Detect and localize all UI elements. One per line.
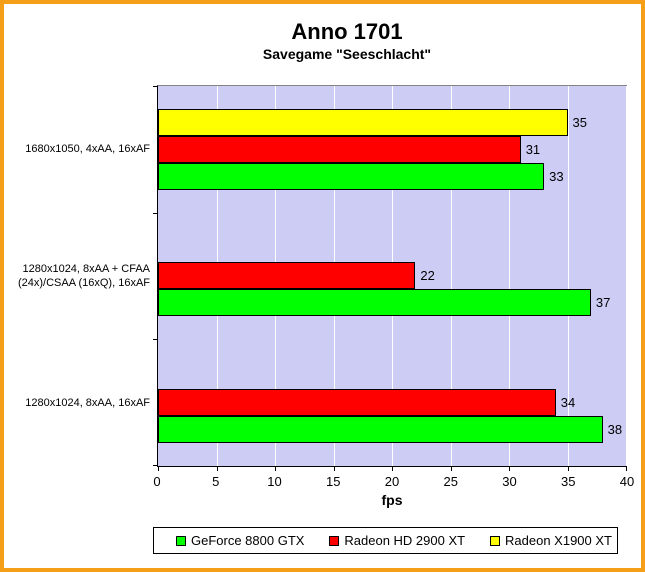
x-axis-label: fps	[381, 492, 403, 508]
category-label: 1280x1024, 8xAA + CFAA (24x)/CSAA (16xQ)…	[10, 212, 150, 339]
bar-slot	[158, 362, 626, 389]
category-label: 1680x1050, 4xAA, 16xAF	[10, 85, 150, 212]
legend-label: Radeon X1900 XT	[505, 533, 612, 548]
x-axis-tick	[275, 466, 276, 471]
x-tick-label: 40	[619, 474, 635, 489]
bar-radeon-hd-2900-xt	[158, 262, 416, 290]
y-axis-tick	[153, 339, 158, 341]
bar-value-label: 35	[572, 114, 587, 130]
y-axis-tick	[153, 86, 158, 87]
bar-slot: 37	[158, 289, 626, 317]
category-label-text: 1280x1024, 8xAA, 16xAF	[25, 397, 150, 410]
x-tick-label: 5	[212, 474, 220, 489]
x-tick-label: 25	[443, 474, 458, 489]
x-tick-label: 0	[153, 474, 161, 489]
bar-value-label: 38	[607, 422, 623, 438]
bar-slot: 33	[158, 162, 626, 190]
bar-value-label: 22	[420, 268, 435, 284]
category-band: 35 31 33	[158, 86, 626, 213]
bar-geforce-8800-gtx	[158, 416, 603, 444]
bar-radeon-hd-2900-xt	[158, 135, 521, 163]
category-band: 22 37	[158, 213, 626, 340]
bar-slot: 34	[158, 389, 626, 417]
legend-entry: Radeon X1900 XT	[490, 533, 612, 548]
legend-swatch	[329, 535, 340, 546]
y-axis-tick	[153, 465, 158, 466]
x-axis-tick	[509, 466, 510, 471]
x-axis-tick	[567, 466, 569, 471]
bar-slot: 38	[158, 416, 626, 444]
legend-entry: GeForce 8800 GTX	[176, 533, 304, 548]
legend-swatch	[176, 535, 186, 546]
category-label-text: 1280x1024, 8xAA + CFAA (24x)/CSAA (16xQ)…	[17, 262, 150, 289]
bar-value-label: 33	[549, 168, 564, 184]
x-tick-label: 10	[267, 474, 282, 489]
bar-slot: 35	[158, 108, 626, 136]
bar-value-label: 37	[595, 295, 611, 311]
y-axis-tick	[153, 212, 158, 214]
legend-entry: Radeon HD 2900 XT	[329, 533, 465, 548]
legend-label: GeForce 8800 GTX	[191, 533, 305, 548]
x-axis-tick	[158, 466, 159, 471]
legend-swatch	[490, 535, 501, 546]
category-label-text: 1680x1050, 4xAA, 16xAF	[25, 142, 150, 155]
gridline	[509, 86, 510, 466]
legend-label: Radeon HD 2900 XT	[344, 533, 466, 548]
x-axis-tick	[333, 466, 335, 471]
bar-radeon-x1900-xt	[158, 108, 568, 136]
x-tick-label: 20	[384, 474, 400, 489]
bar-value-label: 34	[560, 395, 576, 411]
x-axis-tick-labels: 0 5 10 15 20 25 30 35 40	[153, 474, 634, 490]
bar-value-label: 31	[525, 141, 541, 157]
bar-geforce-8800-gtx	[158, 289, 591, 317]
bar-radeon-hd-2900-xt	[158, 389, 556, 417]
bar-slot: 22	[158, 262, 626, 290]
bar-slot: 31	[158, 135, 626, 163]
gridline	[567, 86, 569, 466]
category-axis: 1680x1050, 4xAA, 16xAF 1280x1024, 8xAA + …	[10, 85, 150, 467]
plot-area: 35 31 33 22 37 34 38	[153, 85, 627, 471]
category-band: 34 38	[158, 339, 626, 466]
legend: GeForce 8800 GTX Radeon HD 2900 XT Radeon …	[153, 527, 618, 554]
x-axis-tick	[392, 466, 393, 471]
gridline	[626, 86, 627, 466]
x-axis-tick	[216, 466, 218, 471]
x-tick-label: 15	[326, 474, 341, 489]
x-axis-tick	[626, 466, 627, 471]
chart-subtitle: Savegame "Seeschlacht"	[262, 46, 432, 62]
bar-geforce-8800-gtx	[158, 162, 545, 190]
x-axis-tick	[450, 466, 452, 471]
x-tick-label: 30	[502, 474, 517, 489]
bar-slot	[158, 235, 626, 262]
chart-title: Anno 1701	[291, 19, 403, 44]
x-tick-label: 35	[561, 474, 576, 489]
category-label: 1280x1024, 8xAA, 16xAF	[10, 340, 150, 467]
gridline	[450, 86, 452, 466]
